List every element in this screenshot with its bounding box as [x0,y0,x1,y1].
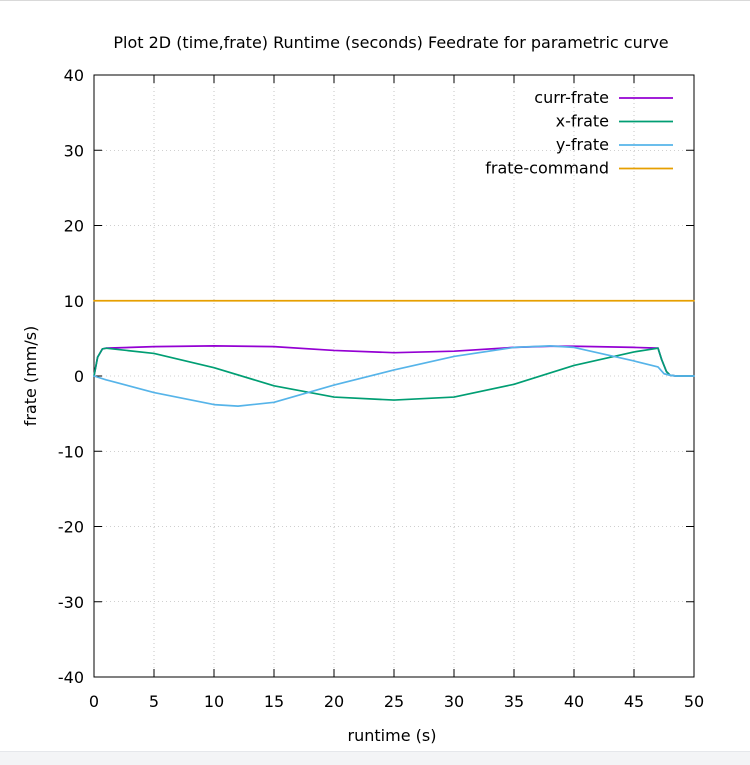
y-tick-label: 10 [64,292,84,311]
x-tick-label: 0 [89,692,99,711]
y-tick-label: 20 [64,217,84,236]
x-tick-label: 20 [324,692,344,711]
y-axis-label: frate (mm/s) [21,326,40,427]
legend: curr-frate x-frate y-frate frate-command [485,88,673,178]
y-tick-label: -40 [58,668,84,687]
y-tick-label: -20 [58,518,84,537]
x-tick-label: 5 [149,692,159,711]
legend-label: frate-command [485,159,609,178]
series-line-y-frate [93,345,695,407]
y-tick-label: 0 [74,367,84,386]
x-tick-label: 25 [384,692,404,711]
x-tick-label: 30 [444,692,464,711]
series-line-x-frate [93,347,695,401]
x-tick-label: 15 [264,692,284,711]
x-axis-label: runtime (s) [348,726,437,745]
x-tick-label: 10 [204,692,224,711]
top-divider [0,0,750,1]
y-tick-label: -10 [58,442,84,461]
legend-label: curr-frate [534,88,609,107]
y-tick-label: 30 [64,141,84,160]
y-tick-label: 40 [64,66,84,85]
x-tick-label: 45 [624,692,644,711]
y-tick-label: -30 [58,593,84,612]
legend-label: x-frate [556,112,609,131]
bottom-status-strip [0,751,750,765]
x-tick-label: 35 [504,692,524,711]
x-tick-label: 40 [564,692,584,711]
x-tick-label: 50 [684,692,704,711]
chart-title: Plot 2D (time,frate) Runtime (seconds) F… [113,33,668,52]
series-lines [93,299,695,407]
tick-labels: 0 5 10 15 20 25 30 35 40 45 50 -40 -30 -20 -10 0 10 20 30 4… [58,66,704,711]
legend-label: y-frate [556,135,609,154]
